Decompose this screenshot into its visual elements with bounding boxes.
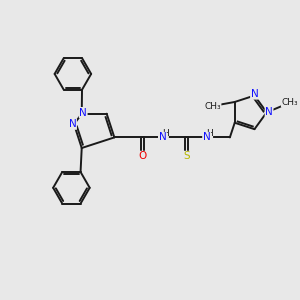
Text: N: N	[79, 107, 87, 118]
Text: CH₃: CH₃	[204, 102, 221, 111]
Text: N: N	[69, 119, 76, 129]
Text: H: H	[162, 129, 168, 138]
Text: CH₃: CH₃	[281, 98, 298, 107]
Text: N: N	[250, 89, 258, 99]
Text: H: H	[206, 129, 213, 138]
Text: N: N	[203, 132, 211, 142]
Text: O: O	[138, 151, 146, 161]
Text: S: S	[183, 151, 190, 161]
Text: N: N	[265, 107, 273, 117]
Text: N: N	[158, 132, 166, 142]
